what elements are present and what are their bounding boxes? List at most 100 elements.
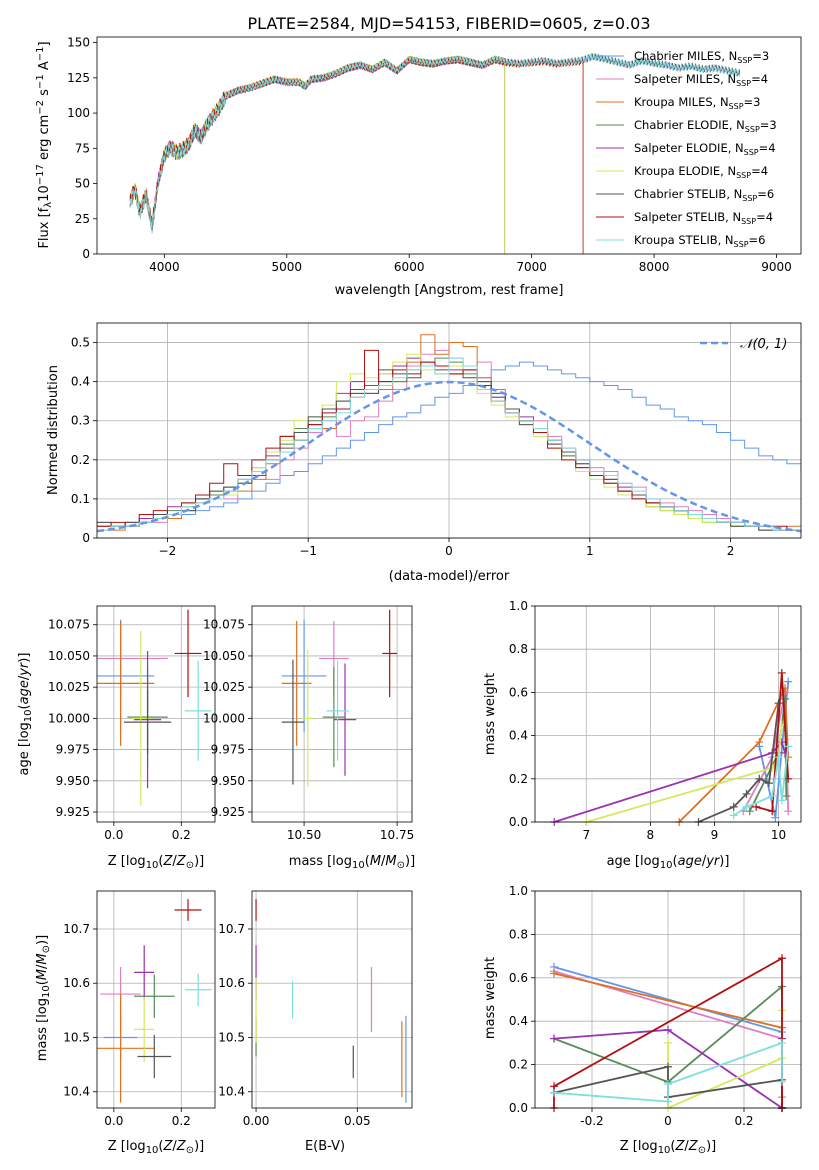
legend-label: Salpeter STELIB, NSSP=4 (634, 210, 773, 226)
y-tick-label: 1.0 (509, 884, 528, 898)
y-tick-label: 10.7 (218, 922, 245, 936)
legend-label: 𝒩(0, 1) (740, 337, 787, 352)
legend-label: Salpeter ELODIE, NSSP=4 (634, 141, 776, 157)
p5-xlabel: Z [log10(Z/Z⊙)] (108, 1139, 205, 1156)
mass-weight-marker (780, 694, 789, 703)
x-tick-label: 0.0 (104, 828, 123, 842)
mass-vs-reddening-panel: 0.00 0.05 10.4 10.5 10.6 10.7 (218, 890, 413, 1128)
legend-label: Kroupa MILES, NSSP=3 (634, 95, 760, 111)
y-tick-label: 10.050 (203, 649, 245, 663)
y-tick-label: 9.925 (211, 805, 245, 819)
y-tick-label: 0.6 (509, 685, 528, 699)
y-tick-label: 100 (67, 106, 90, 120)
x-tick-label: 9000 (761, 260, 792, 274)
histogram-series (97, 357, 801, 531)
mass-weight-marker (784, 774, 793, 783)
y-tick-label: 10.000 (48, 711, 90, 725)
mass-weight-marker (550, 1034, 558, 1043)
x-tick-label: 0 (445, 544, 453, 558)
y-tick-label: 10.000 (203, 711, 245, 725)
mass-weight-marker (745, 807, 754, 816)
y-tick-label: 50 (75, 177, 90, 191)
mass-weight-marker (729, 802, 738, 811)
mass-weight-marker (764, 779, 773, 788)
hist-ylabel: Normed distribution (46, 365, 61, 495)
legend-label: Chabrier MILES, NSSP=3 (634, 49, 769, 65)
mass-weight-marker (664, 1025, 672, 1034)
mass-weight-marker (664, 1097, 672, 1106)
y-tick-label: 0 (82, 531, 90, 545)
x-tick-label: 6000 (394, 260, 425, 274)
y-tick-label: 0.8 (509, 642, 528, 656)
y-tick-label: 0.4 (509, 1014, 528, 1028)
y-tick-label: 0.4 (509, 729, 528, 743)
p4-xlabel: age [log10(age/yr)] (607, 854, 730, 871)
p7-ylabel: mass weight (483, 957, 498, 1039)
mass-weight-marker (550, 969, 558, 978)
y-tick-label: 10.6 (63, 976, 90, 990)
x-tick-label: 10.50 (287, 828, 321, 842)
spectrum-xlabel: wavelength [Angstrom, rest frame] (335, 283, 564, 298)
x-tick-label: 4000 (149, 260, 180, 274)
y-tick-label: 150 (67, 36, 90, 50)
mass-weight-marker (768, 807, 777, 816)
y-tick-label: 9.950 (56, 774, 90, 788)
massweight-vs-metallicity-panel: -0.2 0 0.2 0.0 0.2 0.4 0.6 0.8 1.0 (509, 884, 802, 1128)
legend-label: Salpeter MILES, NSSP=4 (634, 72, 768, 88)
legend-label: Chabrier STELIB, NSSP=6 (634, 187, 774, 203)
y-tick-label: 10.050 (48, 649, 90, 663)
mass-weight-marker (778, 1077, 786, 1086)
mass-weight-marker (664, 1038, 672, 1047)
p4-ylabel: mass weight (483, 673, 498, 755)
spectrum-series (129, 56, 506, 254)
mass-weight-marker (784, 742, 793, 751)
y-tick-label: 125 (67, 71, 90, 85)
mass-weight-series (733, 746, 790, 817)
mass-weight-marker (777, 796, 786, 805)
figure-title: PLATE=2584, MJD=54153, FIBERID=0605, z=0… (247, 14, 650, 33)
spectrum-series (129, 56, 584, 254)
x-tick-label: 7 (582, 828, 590, 842)
axes-frame (96, 36, 802, 255)
y-tick-label: 1.0 (509, 599, 528, 613)
axes-frame (96, 322, 802, 539)
histogram-series (97, 361, 801, 527)
x-tick-label: 8 (647, 828, 655, 842)
x-tick-label: 1 (586, 544, 594, 558)
age-vs-metallicity-panel: 0.0 0.2 9.925 9.950 9.975 10.000 10.025 10.050 1… (48, 605, 216, 842)
axes-frame (96, 890, 216, 1109)
y-tick-label: 0.0 (509, 815, 528, 829)
axes-frame (251, 890, 413, 1109)
x-tick-label: 5000 (272, 260, 303, 274)
mass-weight-marker (755, 774, 764, 783)
mass-weight-marker (755, 738, 764, 747)
y-tick-label: 0.4 (71, 375, 90, 389)
y-tick-label: 9.950 (211, 774, 245, 788)
mass-weight-marker (550, 1088, 558, 1097)
legend-label: Kroupa ELODIE, NSSP=4 (634, 164, 768, 180)
x-tick-label: 9 (711, 828, 719, 842)
mass-vs-metallicity-panel: 0.0 0.2 10.4 10.5 10.6 10.7 (63, 890, 216, 1128)
mass-weight-marker (777, 668, 786, 677)
y-tick-label: 0.3 (71, 414, 90, 428)
x-tick-label: 8000 (639, 260, 670, 274)
y-tick-label: 0.1 (71, 492, 90, 506)
mass-weight-marker (729, 811, 738, 820)
y-tick-label: 0.5 (71, 336, 90, 350)
mass-weight-marker (774, 753, 783, 762)
mass-weight-marker (784, 807, 793, 816)
mass-weight-series (755, 672, 790, 813)
x-tick-label: 10.75 (380, 828, 414, 842)
x-tick-label: 0.2 (172, 1114, 191, 1128)
massweight-vs-age-panel: 7 8 9 10 0.0 0.2 0.4 0.6 0.8 1.0 (509, 599, 802, 842)
y-tick-label: 10.075 (48, 618, 90, 632)
spectrum-panel: 4000 5000 6000 7000 8000 9000 0 25 50 75 100 125 150… (67, 36, 802, 274)
mass-weight-marker (664, 1062, 672, 1071)
mass-weight-series (667, 1010, 783, 1108)
y-tick-label: 10.6 (218, 976, 245, 990)
y-tick-label: 0 (82, 247, 90, 261)
p7-xlabel: Z [log10(Z/Z⊙)] (620, 1139, 717, 1156)
x-tick-label: 7000 (516, 260, 547, 274)
mass-weight-marker (742, 802, 751, 811)
